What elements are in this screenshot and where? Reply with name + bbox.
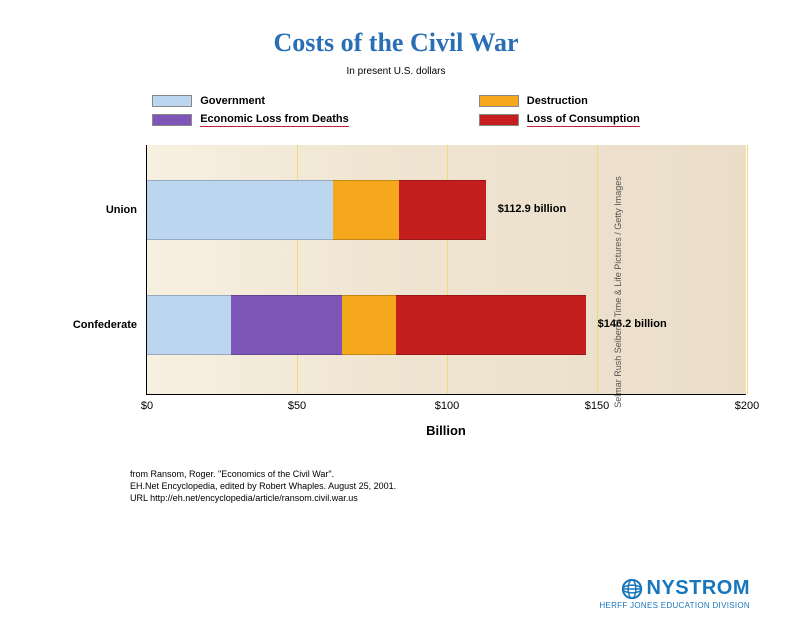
y-category-label: Union [106,204,137,216]
bar-segment [231,295,342,355]
source-line: from Ransom, Roger. "Economics of the Ci… [130,468,792,480]
gridline [597,145,598,394]
source-citation: from Ransom, Roger. "Economics of the Ci… [130,468,792,504]
bar-segment [333,180,399,240]
brand-logo-block: NYSTROM HERFF JONES EDUCATION DIVISION [599,577,750,610]
legend-swatch [479,95,519,107]
bar-segment [396,295,586,355]
chart-subtitle: In present U.S. dollars [0,66,792,77]
legend-item-loss-consumption: Loss of Consumption [479,113,640,127]
legend-item-destruction: Destruction [479,95,640,107]
source-line: URL http://eh.net/encyclopedia/article/r… [130,492,792,504]
legend-label: Destruction [527,95,588,107]
globe-icon [621,578,643,600]
legend-item-economic-loss: Economic Loss from Deaths [152,113,349,127]
legend-label: Loss of Consumption [527,113,640,127]
image-credit: Selmar Rush Seibert / Time & Life Pictur… [613,176,623,408]
x-tick-label: $100 [435,400,459,412]
x-tick-label: $50 [288,400,306,412]
legend: Government Economic Loss from Deaths Des… [0,95,792,127]
bar-segment [399,180,486,240]
chart-title: Costs of the Civil War [0,28,792,58]
chart-area: $0$50$100$150$200Union$112.9 billionConf… [76,145,716,438]
legend-label: Government [200,95,265,107]
bar-segment [147,180,333,240]
bar-row [147,295,586,355]
bar-total-label: $112.9 billion [498,203,566,215]
bar-row [147,180,486,240]
bar-segment [147,295,231,355]
source-line: EH.Net Encyclopedia, edited by Robert Wh… [130,480,792,492]
x-axis-label: Billion [146,423,746,438]
plot-area: $0$50$100$150$200Union$112.9 billionConf… [146,145,746,395]
y-category-label: Confederate [73,319,137,331]
bar-segment [342,295,396,355]
x-tick-label: $0 [141,400,153,412]
gridline [747,145,748,394]
x-tick-label: $200 [735,400,759,412]
legend-swatch [152,114,192,126]
brand-subtitle: HERFF JONES EDUCATION DIVISION [599,601,750,610]
x-tick-label: $150 [585,400,609,412]
legend-label: Economic Loss from Deaths [200,113,349,127]
legend-item-government: Government [152,95,349,107]
legend-swatch [479,114,519,126]
bar-total-label: $146.2 billion [598,318,667,330]
brand-name: NYSTROM [647,577,751,600]
legend-swatch [152,95,192,107]
